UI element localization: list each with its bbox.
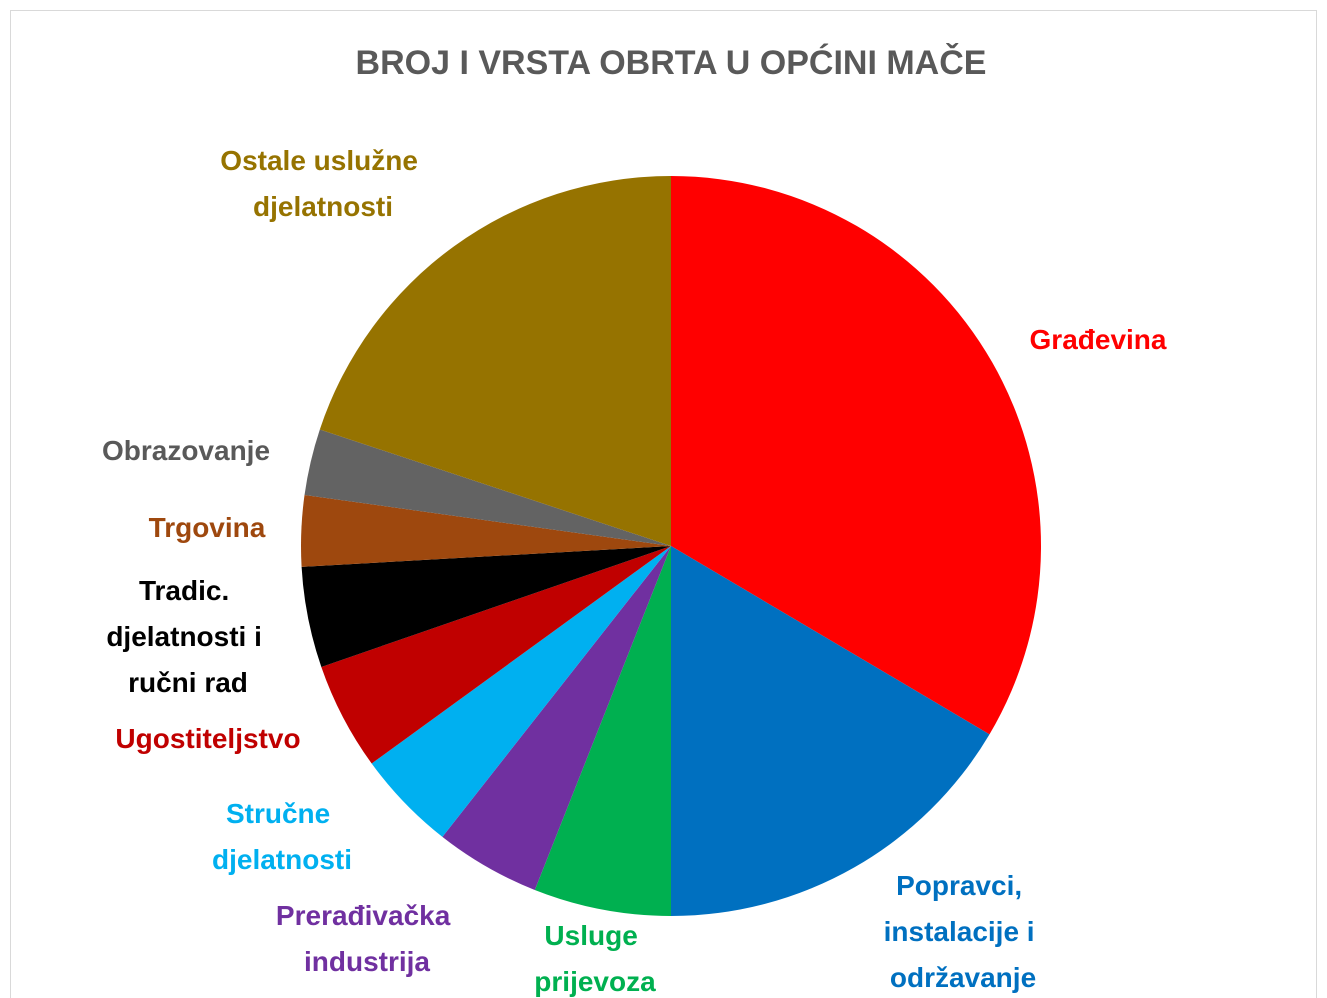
label-line: industrija bbox=[304, 946, 430, 977]
slice-label: Obrazovanje bbox=[102, 435, 270, 466]
label-line: Popravci, bbox=[896, 870, 1030, 901]
slice-label: Usluge prijevoza bbox=[534, 920, 656, 997]
label-line: Prerađivačka bbox=[276, 900, 458, 931]
slice-label: Popravci, instalacije i održavanje bbox=[884, 870, 1043, 993]
pie-slice bbox=[671, 546, 990, 916]
label-line: Ostale uslužne bbox=[220, 145, 425, 176]
pie-slice bbox=[671, 176, 1041, 735]
pie-slice bbox=[442, 546, 671, 891]
slice-label: Stručne djelatnosti bbox=[212, 798, 352, 875]
pie-slice bbox=[534, 546, 671, 916]
pie-slice bbox=[301, 495, 671, 567]
slice-label: Ugostiteljstvo bbox=[115, 723, 300, 754]
pie-slice bbox=[304, 429, 671, 546]
pie-slice bbox=[321, 546, 671, 764]
pie-slice bbox=[371, 546, 671, 837]
label-line: Stručne bbox=[226, 798, 338, 829]
label-line: Trgovina bbox=[149, 512, 266, 543]
label-line: Usluge bbox=[544, 920, 645, 951]
pie-slice bbox=[301, 546, 671, 667]
label-line: djelatnosti i bbox=[106, 621, 269, 652]
label-line: Ugostiteljstvo bbox=[115, 723, 300, 754]
label-line: djelatnosti bbox=[212, 844, 352, 875]
slice-label: Trgovina bbox=[149, 512, 266, 543]
pie-slice bbox=[319, 176, 671, 546]
slice-label: Ostale uslužne djelatnosti bbox=[220, 145, 425, 222]
label-line: prijevoza bbox=[534, 966, 656, 997]
label-line: ručni rad bbox=[128, 667, 248, 698]
label-line: održavanje bbox=[890, 962, 1036, 993]
label-line: Građevina bbox=[1030, 324, 1167, 355]
label-line: instalacije i bbox=[884, 916, 1043, 947]
slice-label: Prerađivačka industrija bbox=[276, 900, 458, 977]
chart-title: BROJ I VRSTA OBRTA U OPĆINI MAČE bbox=[356, 43, 987, 82]
label-line: djelatnosti bbox=[253, 191, 393, 222]
label-line: Tradic. bbox=[139, 575, 237, 606]
slice-label: Građevina bbox=[1030, 324, 1167, 355]
slice-label: Tradic. djelatnosti i ručni rad bbox=[106, 575, 269, 698]
label-line: Obrazovanje bbox=[102, 435, 270, 466]
